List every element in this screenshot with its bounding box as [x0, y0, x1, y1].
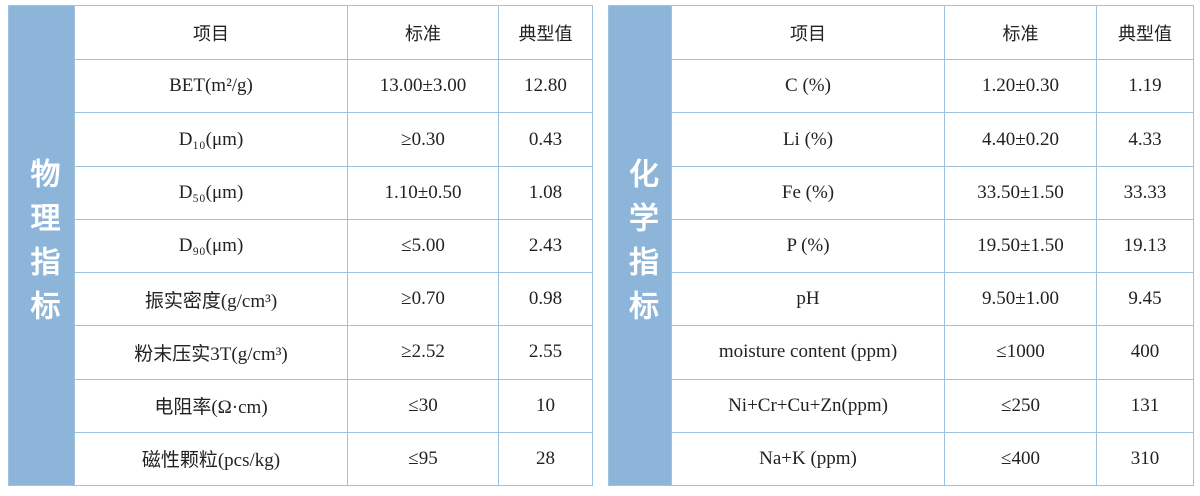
table-cell: ≥2.52 [347, 325, 498, 379]
table-cell: 磁性颗粒(pcs/kg) [74, 431, 347, 485]
header-cell: 标准 [944, 6, 1096, 60]
table-cell: ≤30 [347, 378, 498, 432]
table-cell: D₅₀(μm) [74, 165, 347, 219]
table-grid: 项目 标准 典型值 C (%) 1.20±0.30 1.19 Li (%) 4.40±0.20… [671, 6, 1193, 485]
table-cell: 4.40±0.20 [944, 112, 1096, 166]
table-cell: 1.20±0.30 [944, 59, 1096, 113]
table-cell: 振实密度(g/cm³) [74, 272, 347, 326]
table-cell: BET(m²/g) [74, 59, 347, 113]
table-cell: 0.43 [498, 112, 592, 166]
table-cell: ≤400 [944, 431, 1096, 485]
table-cell: ≥0.70 [347, 272, 498, 326]
table-cell: 0.98 [498, 272, 592, 326]
table-cell: C (%) [671, 59, 944, 113]
table-cell: Na+K (ppm) [671, 431, 944, 485]
physical-table: 物理指标 项目 标准 典型值 BET(m²/g) 13.00±3.00 12.80 D₁₀(… [8, 5, 593, 486]
table-cell: 1.08 [498, 165, 592, 219]
table-cell: pH [671, 272, 944, 326]
table-cell: 33.50±1.50 [944, 165, 1096, 219]
table-cell: ≤5.00 [347, 218, 498, 273]
table-cell: 2.43 [498, 218, 592, 273]
header-cell: 标准 [347, 6, 498, 60]
table-cell: 4.33 [1096, 112, 1193, 166]
table-cell: 28 [498, 431, 592, 485]
table-cell: D₉₀(μm) [74, 218, 347, 273]
header-cell: 项目 [671, 6, 944, 60]
side-label: 物理指标 [24, 157, 60, 334]
table-cell: 9.50±1.00 [944, 272, 1096, 326]
table-cell: 9.45 [1096, 272, 1193, 326]
table-cell: Fe (%) [671, 165, 944, 219]
table-cell: 400 [1096, 325, 1193, 379]
table-cell: Li (%) [671, 112, 944, 166]
table-cell: 19.13 [1096, 218, 1193, 273]
table-cell: 粉末压实3T(g/cm³) [74, 325, 347, 379]
chemical-table: 化学指标 项目 标准 典型值 C (%) 1.20±0.30 1.19 Li (%) 4.40… [608, 5, 1194, 486]
table-cell: 12.80 [498, 59, 592, 113]
header-cell: 项目 [74, 6, 347, 60]
table-cell: ≤250 [944, 378, 1096, 432]
table-cell: 10 [498, 378, 592, 432]
side-label-box: 化学指标 [609, 6, 671, 485]
table-cell: P (%) [671, 218, 944, 273]
table-cell: 13.00±3.00 [347, 59, 498, 113]
header-cell: 典型值 [498, 6, 592, 60]
table-cell: 131 [1096, 378, 1193, 432]
header-cell: 典型值 [1096, 6, 1193, 60]
table-cell: 2.55 [498, 325, 592, 379]
table-cell: ≤95 [347, 431, 498, 485]
table-cell: 1.19 [1096, 59, 1193, 113]
table-cell: 310 [1096, 431, 1193, 485]
table-cell: ≥0.30 [347, 112, 498, 166]
table-grid: 项目 标准 典型值 BET(m²/g) 13.00±3.00 12.80 D₁₀(μm) ≥0… [74, 6, 592, 485]
table-cell: Ni+Cr+Cu+Zn(ppm) [671, 378, 944, 432]
table-cell: ≤1000 [944, 325, 1096, 379]
table-cell: 电阻率(Ω·cm) [74, 378, 347, 432]
table-cell: 33.33 [1096, 165, 1193, 219]
side-label-box: 物理指标 [9, 6, 74, 485]
table-cell: 19.50±1.50 [944, 218, 1096, 273]
side-label: 化学指标 [623, 157, 658, 334]
table-cell: 1.10±0.50 [347, 165, 498, 219]
table-cell: D₁₀(μm) [74, 112, 347, 166]
table-cell: moisture content (ppm) [671, 325, 944, 379]
